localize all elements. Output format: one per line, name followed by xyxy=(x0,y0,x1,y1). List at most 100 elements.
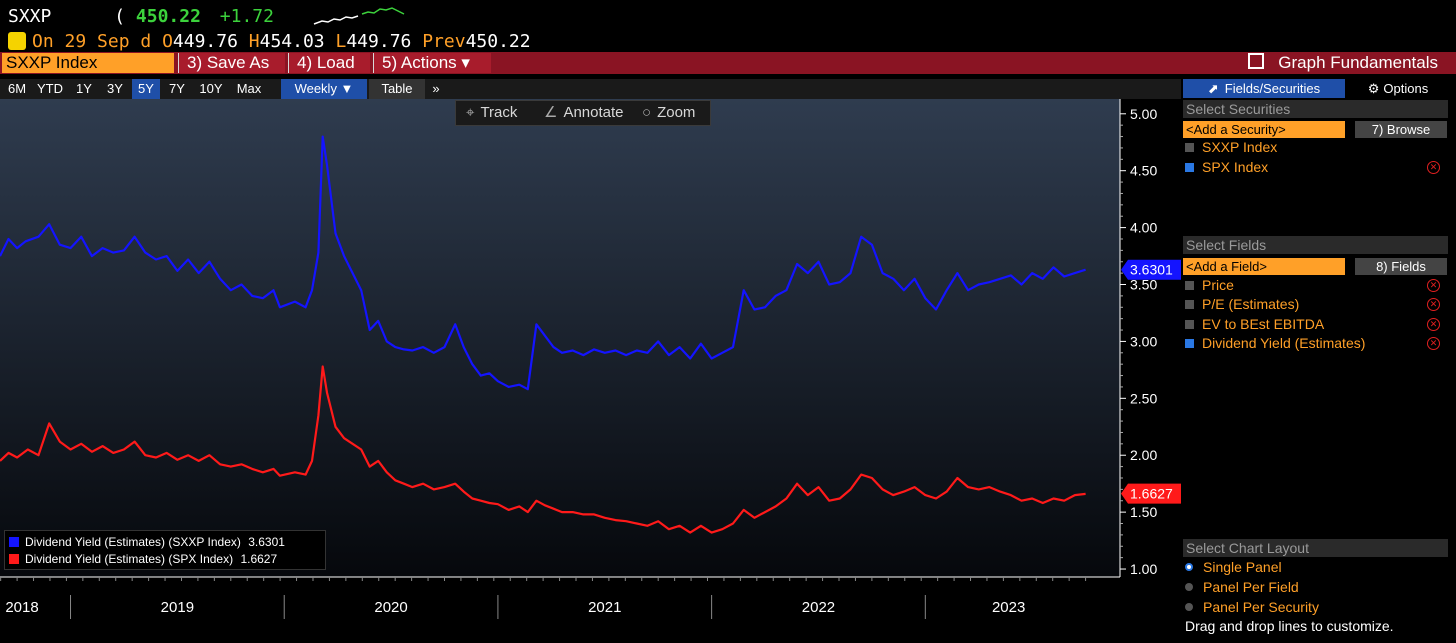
annotate-tool[interactable]: ∠ Annotate xyxy=(544,101,624,125)
function-title: Graph Fundamentals xyxy=(1248,53,1438,73)
legend-entry[interactable]: Dividend Yield (Estimates) (SPX Index) 1… xyxy=(9,551,277,567)
ticker: SXXP xyxy=(8,6,52,27)
track-tool[interactable]: ⌖ Track xyxy=(466,101,517,125)
tab-options[interactable]: ⚙ Options xyxy=(1347,79,1449,98)
series-line-0[interactable] xyxy=(0,135,1086,391)
checkbox[interactable] xyxy=(1185,320,1194,329)
y-tick-label: 2.50 xyxy=(1130,390,1157,406)
chart-panel[interactable]: 2018 2019 2020 2021 2022 2023 5.00 4.50 4.00 3.5… xyxy=(0,99,1181,643)
field-item[interactable]: Price xyxy=(1185,276,1234,294)
layout-label: Panel Per Security xyxy=(1203,599,1319,615)
security-input[interactable]: SXXP Index xyxy=(2,53,174,73)
range-button-10y[interactable]: 10Y xyxy=(199,81,223,96)
actions-button[interactable]: 5) Actions ▾ xyxy=(373,53,491,73)
prev-value: 450.22 xyxy=(465,31,531,52)
save-as-button[interactable]: 3) Save As xyxy=(178,53,285,73)
range-button-1y[interactable]: 1Y xyxy=(76,81,92,96)
last-value-label-0: 3.6301 xyxy=(1130,262,1173,278)
radio[interactable] xyxy=(1185,603,1193,611)
y-tick-label: 4.50 xyxy=(1130,163,1157,179)
last-price: 450.22 xyxy=(135,6,201,27)
tab-options-label: Options xyxy=(1383,81,1429,96)
tab-fields-securities[interactable]: ⬈ Fields/Securities xyxy=(1183,79,1345,98)
y-tick-label: 1.50 xyxy=(1130,504,1157,520)
table-button[interactable]: Table xyxy=(369,79,425,99)
legend-entry[interactable]: Dividend Yield (Estimates) (SXXP Index) … xyxy=(9,534,285,550)
series-layer xyxy=(0,135,1086,534)
field-label: EV to BEst EBITDA xyxy=(1202,316,1325,332)
chart-tools-bar: ⌖ Track ∠ Annotate ○ Zoom xyxy=(455,100,711,126)
x-tick-label: 2022 xyxy=(802,599,835,616)
select-securities-header: Select Securities xyxy=(1183,100,1448,118)
y-tick-label: 5.00 xyxy=(1130,106,1157,122)
remove-icon[interactable]: ✕ xyxy=(1427,161,1440,174)
y-axis: 5.00 4.50 4.00 3.50 3.00 2.50 2.00 1.50 1.00 xyxy=(1119,99,1157,577)
radio[interactable] xyxy=(1185,563,1193,571)
checkbox[interactable] xyxy=(1185,143,1194,152)
y-tick-label: 4.00 xyxy=(1130,220,1157,236)
select-layout-header: Select Chart Layout xyxy=(1183,539,1448,557)
range-button-max[interactable]: Max xyxy=(236,81,262,96)
series-line-1[interactable] xyxy=(0,365,1086,534)
net-change: +1.72 xyxy=(219,6,274,27)
checkbox[interactable] xyxy=(1185,281,1194,290)
checkbox[interactable] xyxy=(1185,339,1194,348)
checkbox[interactable] xyxy=(1185,300,1194,309)
layout-option[interactable]: Panel Per Security xyxy=(1185,598,1319,616)
more-button[interactable]: » xyxy=(432,81,440,96)
security-label: SPX Index xyxy=(1202,159,1269,175)
layout-hint: Drag and drop lines to customize. xyxy=(1185,618,1394,634)
last-value-labels: 3.6301 1.6627 xyxy=(1121,259,1181,504)
settings-panel: ⬈ Fields/Securities ⚙ Options Select Secur… xyxy=(1183,79,1456,643)
open-value: 449.76 xyxy=(172,31,238,52)
browse-button[interactable]: 7) Browse xyxy=(1355,121,1447,138)
y-tick-label: 1.00 xyxy=(1130,561,1157,577)
low-value: 449.76 xyxy=(346,31,412,52)
x-tick-label: 2018 xyxy=(5,599,38,616)
range-button-5y[interactable]: 5Y xyxy=(132,79,160,99)
last-value-tag-0 xyxy=(1121,259,1181,280)
layout-label: Panel Per Field xyxy=(1203,579,1299,595)
remove-icon[interactable]: ✕ xyxy=(1427,279,1440,292)
load-button[interactable]: 4) Load xyxy=(288,53,370,73)
zoom-tool[interactable]: ○ Zoom xyxy=(642,101,695,125)
magnifier-icon: ○ xyxy=(642,104,652,121)
field-item[interactable]: EV to BEst EBITDA xyxy=(1185,315,1324,333)
clock-icon[interactable] xyxy=(8,32,26,50)
layout-option[interactable]: Panel Per Field xyxy=(1185,578,1299,596)
security-item[interactable]: SXXP Index xyxy=(1185,138,1277,156)
security-item[interactable]: SPX Index xyxy=(1185,158,1268,176)
track-label: Track xyxy=(480,104,518,121)
remove-icon[interactable]: ✕ xyxy=(1427,318,1440,331)
field-label: Price xyxy=(1202,277,1234,293)
range-button-ytd[interactable]: YTD xyxy=(37,81,63,96)
radio[interactable] xyxy=(1185,583,1193,591)
pencil-icon: ∠ xyxy=(544,104,558,121)
chart-legend: Dividend Yield (Estimates) (SXXP Index) … xyxy=(4,530,326,570)
chart-icon: ⬈ xyxy=(1207,81,1219,96)
layout-option[interactable]: Single Panel xyxy=(1185,558,1282,576)
x-axis: 2018 2019 2020 2021 2022 2023 xyxy=(0,576,1120,619)
add-field-input[interactable]: <Add a Field> xyxy=(1183,258,1345,275)
remove-icon[interactable]: ✕ xyxy=(1427,337,1440,350)
field-item[interactable]: P/E (Estimates) xyxy=(1185,295,1299,313)
y-tick-label: 3.00 xyxy=(1130,333,1157,349)
frequency-dropdown[interactable]: Weekly ▼ xyxy=(281,79,367,99)
y-tick-label: 2.00 xyxy=(1130,447,1157,463)
remove-icon[interactable]: ✕ xyxy=(1427,298,1440,311)
field-item[interactable]: Dividend Yield (Estimates) xyxy=(1185,334,1365,352)
sparkline xyxy=(313,7,405,25)
range-button-3y[interactable]: 3Y xyxy=(107,81,123,96)
annotate-label: Annotate xyxy=(563,104,624,121)
x-tick-label: 2020 xyxy=(374,599,407,616)
prev-label: Prev xyxy=(422,31,466,52)
range-button-6m[interactable]: 6M xyxy=(7,81,27,96)
gear-icon: ⚙ xyxy=(1367,81,1380,96)
popout-icon[interactable] xyxy=(1248,53,1265,69)
range-button-7y[interactable]: 7Y xyxy=(169,81,185,96)
fields-button[interactable]: 8) Fields xyxy=(1355,258,1447,275)
zoom-label: Zoom xyxy=(657,104,696,121)
checkbox[interactable] xyxy=(1185,163,1194,172)
add-security-input[interactable]: <Add a Security> xyxy=(1183,121,1345,138)
security-label: SXXP Index xyxy=(1202,139,1278,155)
